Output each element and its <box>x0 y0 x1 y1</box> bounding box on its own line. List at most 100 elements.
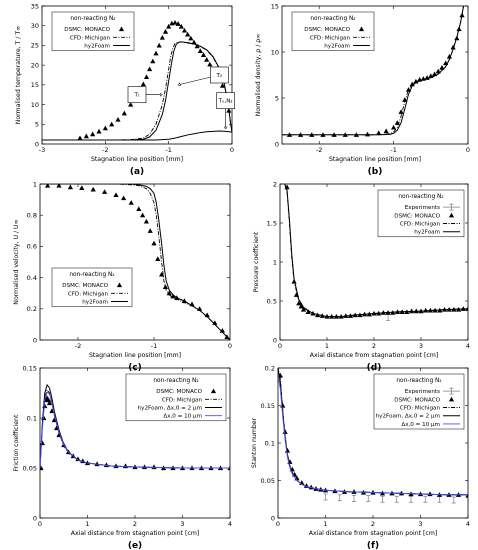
data-point <box>380 495 385 503</box>
data-point <box>79 185 85 190</box>
series-line <box>40 391 230 469</box>
data-point <box>376 130 382 136</box>
legend-title: non-reacting N₂ <box>398 194 443 200</box>
data-point <box>122 463 129 469</box>
legend-entry: CFD: Michigan <box>310 35 351 41</box>
data-point <box>67 184 73 190</box>
y-tick-label: 0.4 <box>27 274 37 282</box>
data-point <box>437 495 442 503</box>
annotation-label: T₀ <box>215 73 222 79</box>
data-point <box>159 271 165 277</box>
data-point <box>159 34 165 40</box>
data-point <box>446 54 452 59</box>
data-point <box>49 408 55 414</box>
y-axis-label: Normalised density, ρ / ρ∞ <box>255 34 262 117</box>
y-tick-label: 0 <box>271 514 275 522</box>
legend-entry: Experiments <box>405 205 440 211</box>
legend: non-reacting N₂ DSMC: MONACO CFD: Michigan… <box>51 11 135 51</box>
data-point <box>151 240 157 246</box>
y-tick-label: 1.5 <box>267 219 277 227</box>
annotation-label: Tₜ <box>133 93 139 99</box>
y-tick-label: 0.15 <box>23 364 37 372</box>
data-point <box>128 200 134 205</box>
annotation-arrowhead <box>223 126 228 130</box>
data-point <box>40 440 45 446</box>
data-point <box>172 19 178 25</box>
legend-title: non-reacting N₂ <box>70 16 115 22</box>
data-point <box>153 50 159 56</box>
data-point <box>51 417 57 423</box>
legend-box <box>51 267 133 307</box>
legend-marker <box>449 387 454 395</box>
data-point <box>143 74 150 80</box>
y-tick-label: 25 <box>31 42 39 50</box>
chart-panel-a: -3 -2 -1 0 0 5 10 15 20 25 30 35 Stagnation line pos… <box>15 2 235 177</box>
y-tick-label: 0 <box>273 336 277 344</box>
y-tick-label: 1 <box>33 180 37 188</box>
y-tick-label: 20 <box>31 61 39 69</box>
y-tick-label: 15 <box>31 81 39 89</box>
data-point <box>140 81 146 87</box>
data-point <box>194 43 200 49</box>
x-tick-label: -2 <box>75 342 81 350</box>
annotation-box <box>210 66 229 84</box>
x-tick-label: 0 <box>228 342 232 350</box>
series-line <box>40 184 230 340</box>
y-tick-label: 0 <box>275 140 279 148</box>
series-cfd-michigan <box>40 184 230 340</box>
data-point <box>121 195 127 201</box>
data-point <box>394 495 399 503</box>
legend-entry: hy2Foam <box>84 44 110 50</box>
y-tick-label: 0 <box>33 336 37 344</box>
legend-entry: CFD: Michigan <box>68 291 109 297</box>
y-axis-label: Pressure coefficient <box>253 231 260 292</box>
data-point <box>409 495 413 503</box>
legend-box <box>377 189 465 238</box>
y-axis-label: Friction coefficient <box>13 414 20 471</box>
data-point <box>96 128 102 134</box>
data-point <box>296 300 302 306</box>
data-point <box>156 42 162 48</box>
data-point <box>46 400 53 406</box>
legend-entry: DSMC: MONACO <box>62 283 108 289</box>
data-point <box>102 189 108 194</box>
data-point <box>188 35 194 41</box>
data-point <box>383 128 389 134</box>
data-point <box>391 124 397 130</box>
legend-entry: CFD: Michigan <box>400 222 441 228</box>
y-tick-label: 15 <box>271 2 279 10</box>
y-tick-label: 0.1 <box>27 414 37 422</box>
series-line <box>40 184 230 340</box>
x-tick-label: 1 <box>323 520 327 528</box>
data-point <box>185 31 191 37</box>
annotation: T₀ <box>177 66 229 87</box>
y-tick-label: 0.05 <box>261 477 275 485</box>
data-point <box>343 313 349 318</box>
legend-entry: hy2Foam <box>414 230 440 236</box>
x-tick-label: -2 <box>316 146 322 154</box>
legend-entry: DSMC: MONACO <box>64 27 110 33</box>
x-tick-label: 1 <box>85 520 89 528</box>
data-point <box>282 429 288 434</box>
data-point <box>109 121 115 127</box>
legend-title: non-reacting N₂ <box>310 16 355 22</box>
x-tick-label: 3 <box>180 520 184 528</box>
data-point <box>352 495 356 502</box>
data-point <box>147 228 153 233</box>
legend-entry: hy2Foam <box>82 300 108 306</box>
series-line <box>42 130 232 141</box>
data-point <box>128 101 134 107</box>
legend-marker <box>448 212 455 218</box>
data-point <box>147 66 153 72</box>
data-point <box>40 465 44 471</box>
data-point <box>386 314 391 321</box>
series-experiments <box>323 493 456 504</box>
legend-entry: hy2Foam <box>324 44 350 50</box>
data-point <box>423 495 428 503</box>
x-axis-label: Stagnation line position [mm] <box>329 156 421 163</box>
data-point <box>337 494 342 502</box>
y-tick-label: 0.8 <box>27 212 37 220</box>
y-tick-label: 5 <box>35 121 39 129</box>
series-line <box>284 184 468 318</box>
